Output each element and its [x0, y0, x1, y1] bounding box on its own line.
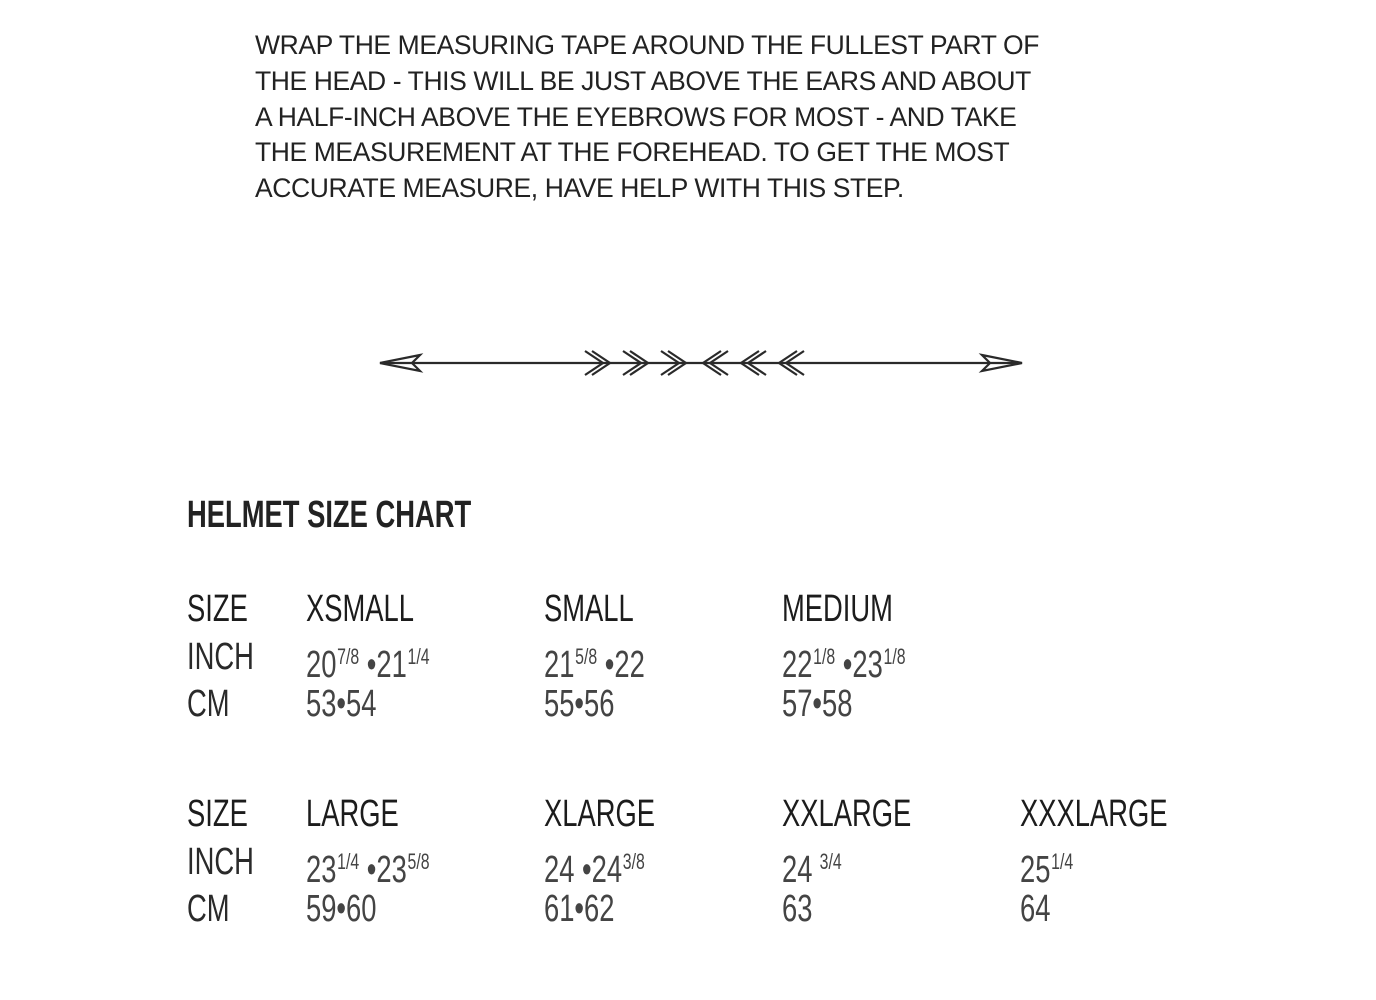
size-name: SMALL — [544, 588, 634, 630]
inch-range: 24 •243/8 — [544, 842, 684, 890]
inch-fraction: 5/8 — [575, 643, 598, 669]
inch-fraction: 1/4 — [407, 643, 430, 669]
inch-range: 221/8 •231/8 — [782, 637, 954, 685]
cm-range: 64 — [1020, 888, 1051, 930]
inch-fraction: 1/4 — [1051, 848, 1074, 874]
size-name: MEDIUM — [782, 588, 893, 630]
inch-range: 231/4 •235/8 — [306, 842, 478, 890]
size-row-label: SIZE — [187, 588, 248, 630]
cm-range: 53•54 — [306, 683, 377, 725]
inch-fraction: 1/4 — [337, 848, 360, 874]
chevron-right-icon — [622, 350, 650, 376]
chevron-left-icon — [739, 350, 767, 376]
cm-row-label: CM — [187, 683, 230, 725]
size-name: XXLARGE — [782, 793, 912, 835]
range-separator: • — [359, 848, 377, 891]
size-name: LARGE — [306, 793, 399, 835]
inch-whole: 24 — [782, 848, 813, 891]
inch-whole: 22 — [614, 643, 645, 686]
chevron-right-icon — [584, 350, 612, 376]
size-chart-title: HELMET SIZE CHART — [187, 494, 472, 536]
inch-whole: 23 — [306, 848, 337, 891]
cm-range: 55•56 — [544, 683, 615, 725]
inch-fraction: 1/8 — [813, 643, 836, 669]
measuring-instructions: WRAP THE MEASURING TAPE AROUND THE FULLE… — [255, 30, 1040, 204]
inch-whole: 22 — [782, 643, 813, 686]
inch-whole: 25 — [1020, 848, 1051, 891]
range-separator: • — [574, 848, 592, 891]
range-separator: • — [359, 643, 377, 686]
size-name: XLARGE — [544, 793, 656, 835]
inch-fraction: 5/8 — [407, 848, 430, 874]
inch-whole: 23 — [376, 848, 407, 891]
inch-range: 24 3/4 — [782, 842, 865, 890]
cm-range: 57•58 — [782, 683, 853, 725]
size-name: XSMALL — [306, 588, 414, 630]
cm-row-label: CM — [187, 888, 230, 930]
right-arrowhead — [978, 353, 1023, 373]
left-arrowhead — [379, 353, 424, 373]
inch-whole: 20 — [306, 643, 337, 686]
inch-fraction: 1/8 — [883, 643, 906, 669]
inch-whole: 21 — [544, 643, 575, 686]
inch-fraction: 3/4 — [819, 848, 842, 874]
inch-range: 251/4 — [1020, 842, 1094, 890]
range-separator: • — [835, 643, 853, 686]
cm-range: 63 — [782, 888, 813, 930]
inch-fraction: 7/8 — [337, 643, 360, 669]
inch-row-label: INCH — [187, 840, 254, 883]
inch-whole: 23 — [852, 643, 883, 686]
inch-range: 215/8 •22 — [544, 637, 684, 685]
inch-row-label: INCH — [187, 635, 254, 678]
cm-range: 59•60 — [306, 888, 377, 930]
chevron-right-icon — [660, 350, 688, 376]
inch-whole: 24 — [591, 848, 623, 891]
inch-whole: 24 — [544, 848, 575, 891]
chevron-left-icon — [777, 350, 805, 376]
inch-whole: 21 — [376, 643, 407, 686]
range-separator: • — [597, 643, 615, 686]
inch-range: 207/8 •211/4 — [306, 637, 478, 685]
chevron-left-icon — [701, 350, 729, 376]
cm-range: 61•62 — [544, 888, 615, 930]
size-row-label: SIZE — [187, 793, 248, 835]
inch-fraction: 3/8 — [622, 848, 645, 874]
size-name: XXXLARGE — [1020, 793, 1168, 835]
